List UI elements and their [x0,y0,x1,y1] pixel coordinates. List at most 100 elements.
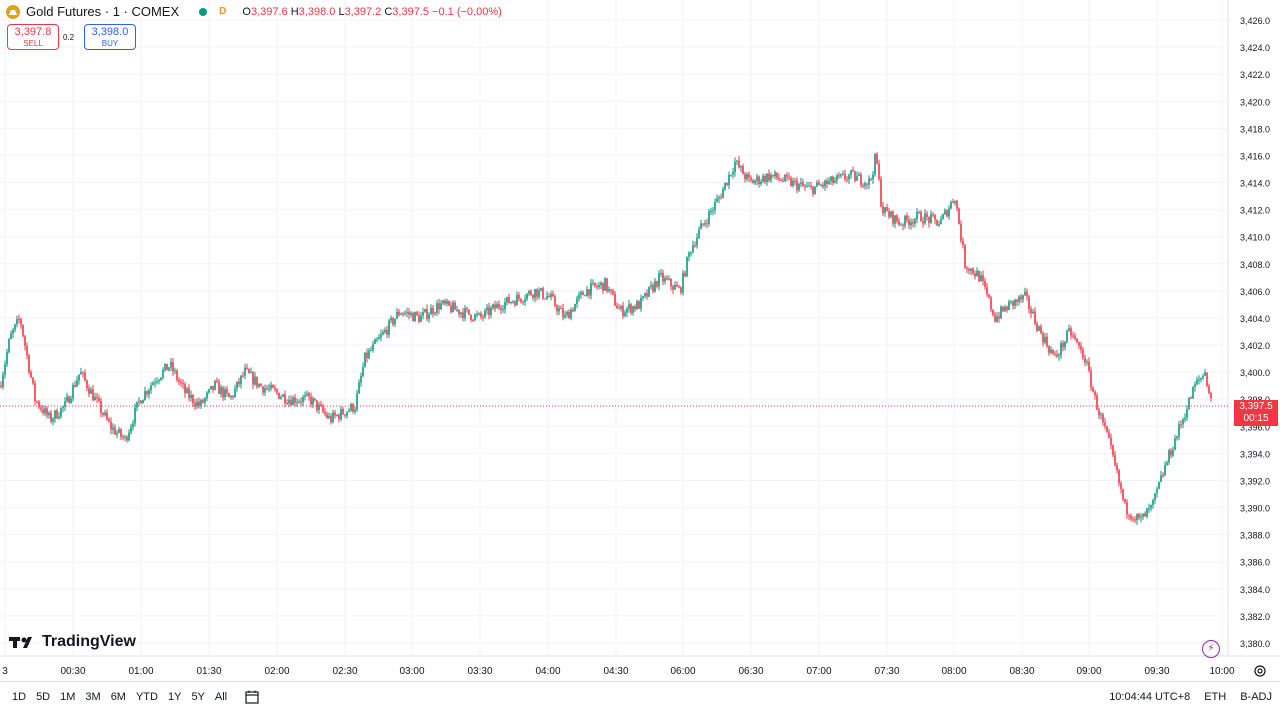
candle-body [798,184,800,191]
candle-body [808,185,810,187]
candle-body [614,294,616,306]
candle-body [692,245,694,253]
range-ytd[interactable]: YTD [135,691,158,703]
calendar-goto-icon[interactable] [245,690,259,704]
candle-body [904,215,906,226]
ohlc-values: O3,397.6 H3,398.0 L3,397.2 C3,397.5 −0.1… [242,5,502,18]
candle-body [12,329,14,334]
candle-body [962,240,964,246]
candle-body [140,400,142,404]
range-5d[interactable]: 5D [36,691,51,703]
candle-body [872,174,874,180]
settings-gear-icon[interactable] [1253,664,1267,678]
candle-body [1192,387,1194,399]
candle-body [1122,488,1124,500]
candle-body [270,385,272,389]
candle-body [72,384,74,399]
candle-body [932,214,934,216]
candle-body [894,215,896,224]
candle-body [416,312,418,315]
candle-body [312,398,314,405]
candle-body [368,350,370,359]
y-tick-label: 3,404.0 [1240,314,1270,324]
clock-time[interactable]: 10:04:44 UTC+8 [1109,691,1191,703]
candle-body [1078,342,1080,346]
y-tick-label: 3,386.0 [1240,558,1270,568]
candle-body [254,376,256,385]
candle-body [786,174,788,177]
candle-body [732,172,734,175]
candle-body [180,381,182,384]
range-1d[interactable]: 1D [12,691,27,703]
candle-body [272,385,274,388]
candle-body [74,384,76,387]
tradingview-logo[interactable]: TradingView [9,633,136,651]
candle-body [252,372,254,385]
range-1y[interactable]: 1Y [167,691,182,703]
candle-body [538,290,540,297]
candle-body [1004,307,1006,311]
y-tick-label: 3,392.0 [1240,476,1270,486]
candle-body [940,218,942,225]
candle-body [562,308,564,318]
candle-body [324,411,326,414]
candle-body [354,409,356,412]
candle-body [1204,372,1206,376]
candle-body [954,200,956,203]
candle-body [656,281,658,287]
candle-body [212,385,214,390]
session-toggle[interactable]: ETH [1204,691,1227,703]
candle-body [1018,296,1020,302]
candle-body [1098,409,1100,416]
candle-body [1162,475,1164,477]
range-all[interactable]: All [214,691,228,703]
range-6m[interactable]: 6M [110,691,126,703]
candle-body [576,298,578,305]
candle-body [534,288,536,298]
candle-body [632,306,634,313]
buy-button[interactable]: 3,398.0 BUY [84,24,136,50]
candle-body [1102,414,1104,423]
candle-body [876,153,878,164]
lightning-icon[interactable]: ⚡ [1202,640,1220,658]
range-5y[interactable]: 5Y [191,691,205,703]
symbol-title[interactable]: Gold Futures · 1 · COMEX [26,4,180,19]
sell-button[interactable]: 3,397.8 SELL [7,24,59,50]
candle-body [268,388,270,390]
candle-body [1198,379,1200,381]
candle-body [42,409,44,414]
candle-body [1038,326,1040,331]
candle-body [192,394,194,404]
adjustment-toggle[interactable]: B-ADJ [1240,691,1272,703]
candle-body [88,388,90,394]
candle-body [536,288,538,297]
candle-body [202,400,204,403]
candle-body [958,208,960,225]
candle-body [884,207,886,214]
candle-body [92,389,94,401]
x-tick-label: 06:00 [670,666,695,677]
candle-body [664,277,666,282]
range-1m[interactable]: 1M [60,691,76,703]
x-tick-label: 02:30 [332,666,357,677]
candle-body [172,361,174,372]
candle-body [636,301,638,310]
x-tick-label: 02:00 [264,666,289,677]
candle-body [556,305,558,312]
range-3m[interactable]: 3M [85,691,101,703]
candle-body [1086,361,1088,363]
candle-body [610,289,612,291]
x-tick-label: 01:30 [196,666,221,677]
candle-body [104,412,106,415]
candle-body [166,363,168,371]
candle-body [1112,445,1114,455]
candle-body [28,355,30,373]
candle-body [190,394,192,398]
candle-body [806,186,808,188]
candle-body [528,291,530,294]
candle-body [900,224,902,226]
candle-body [20,319,22,325]
candle-body [1196,379,1198,385]
candle-body [432,307,434,314]
